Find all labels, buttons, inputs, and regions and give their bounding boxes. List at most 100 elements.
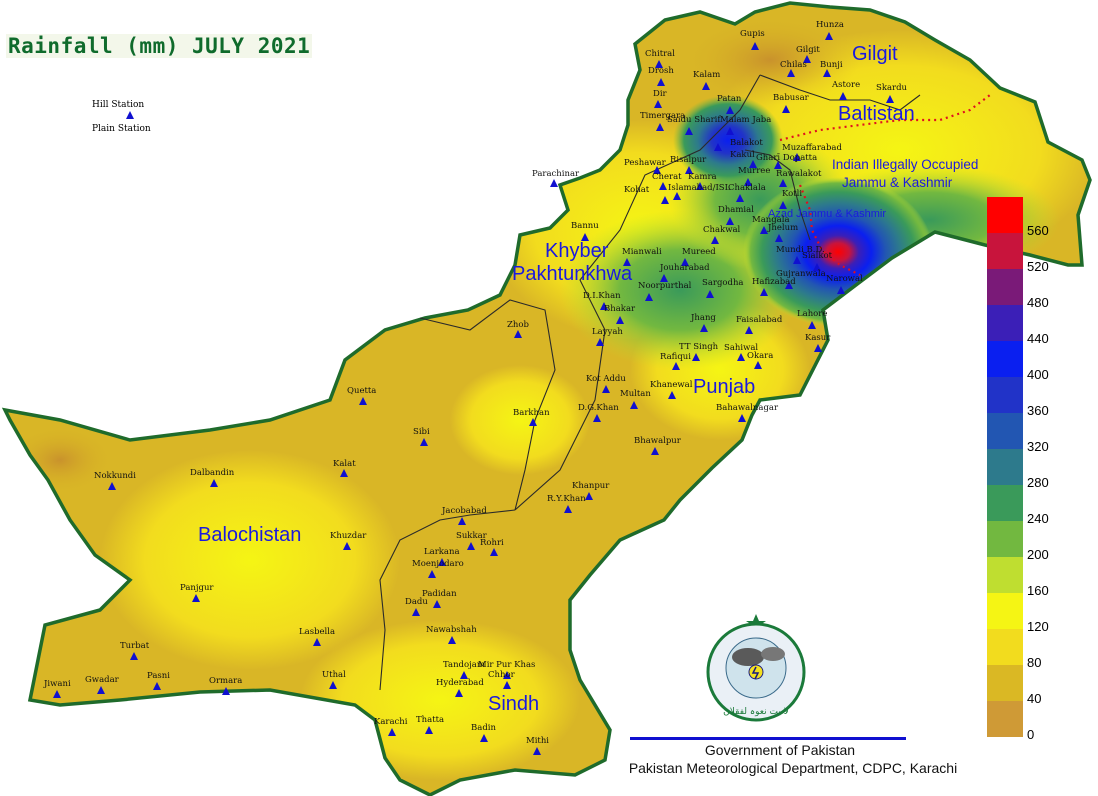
station-marker-icon: [455, 689, 463, 697]
city-label: Rawalakot: [776, 169, 822, 179]
scale-label: 280: [1027, 475, 1049, 490]
city-label: Khanpur: [572, 481, 610, 491]
station-marker-icon: [837, 286, 845, 294]
city-label: Multan: [620, 389, 651, 399]
city-label: Parachinar: [532, 169, 580, 179]
city-label: Kamra: [688, 172, 717, 182]
city-label: Dadu: [405, 597, 428, 607]
station-marker-icon: [420, 438, 428, 446]
scale-label: 520: [1027, 259, 1049, 274]
station-marker-icon: [564, 505, 572, 513]
city-label: Lasbella: [299, 627, 335, 637]
city-label: Mureed: [682, 247, 716, 257]
city-label: Malam Jaba: [720, 115, 771, 125]
city-label: Jacobabad: [441, 506, 487, 516]
station-marker-icon: [425, 726, 433, 734]
province-boundaries: [379, 74, 921, 691]
city-label: Nokkundi: [94, 471, 136, 481]
city-label: Dir: [653, 89, 668, 99]
station-marker-icon: [340, 469, 348, 477]
scale-label: 360: [1027, 403, 1049, 418]
station-marker-icon: [808, 321, 816, 329]
station-marker-icon: [412, 608, 420, 616]
station-marker-icon: [126, 111, 134, 119]
scale-swatch: [987, 305, 1023, 341]
city-label: Astore: [831, 80, 860, 90]
station-marker-icon: [681, 258, 689, 266]
station-marker-icon: [616, 316, 624, 324]
scale-swatch: [987, 413, 1023, 449]
station-marker-icon: [668, 391, 676, 399]
region-label-ajk: Azad Jammu & Kashmir: [768, 208, 886, 220]
city-label: Barkhan: [513, 408, 550, 418]
city-label: Panjgur: [180, 583, 214, 593]
city-label: Hunza: [816, 20, 844, 30]
city-label: Mithi: [526, 736, 549, 746]
station-marker-icon: [886, 95, 894, 103]
station-marker-icon: [460, 671, 468, 679]
station-marker-icon: [813, 263, 821, 271]
city-label: Thatta: [416, 715, 444, 725]
station-marker-icon: [529, 418, 537, 426]
station-marker-icon: [793, 153, 801, 161]
station-marker-icon: [803, 55, 811, 63]
city-label: Jhelum: [767, 223, 798, 233]
city-label: Bhawalpur: [634, 436, 682, 446]
scale-swatch: [987, 593, 1023, 629]
station-marker-icon: [623, 258, 631, 266]
city-label: Sialkot: [802, 251, 833, 261]
city-label: Sahiwal: [724, 343, 758, 353]
city-label: Sukkar: [456, 531, 488, 541]
city-label: Muzaffarabad: [782, 143, 842, 153]
scale-label: 560: [1027, 223, 1049, 238]
city-label: Kotli: [782, 189, 802, 199]
city-label: Gilgit: [796, 45, 820, 55]
station-marker-icon: [787, 69, 795, 77]
scale-label: 80: [1027, 655, 1042, 670]
city-label: Quetta: [347, 386, 376, 396]
station-marker-icon: [359, 397, 367, 405]
station-marker-icon: [702, 82, 710, 90]
station-marker-icon: [744, 178, 752, 186]
station-marker-icon: [153, 682, 161, 690]
scale-swatch: [987, 485, 1023, 521]
station-marker-icon: [448, 636, 456, 644]
city-label: Layyah: [592, 327, 623, 337]
city-label: Karachi: [374, 717, 408, 727]
city-label: Badin: [471, 723, 496, 733]
city-label: Drosh: [648, 66, 674, 76]
station-marker-icon: [726, 217, 734, 225]
scale-label: 200: [1027, 547, 1049, 562]
station-marker-icon: [656, 123, 664, 131]
city-label: Zhob: [507, 320, 529, 330]
scale-swatch: [987, 521, 1023, 557]
city-label: Kohat: [624, 185, 650, 195]
station-marker-icon: [779, 179, 787, 187]
city-label: Saidu Sharif: [667, 115, 721, 125]
station-marker-icon: [630, 401, 638, 409]
station-marker-icon: [774, 161, 782, 169]
city-labels: Hunza Gupis Chitral Gilgit Drosh Chilas Bunji K…: [43, 20, 908, 755]
city-label: Islamabad/ISL: [668, 183, 731, 193]
station-marker-icon: [210, 479, 218, 487]
station-marker-icon: [593, 414, 601, 422]
station-marker-icon: [222, 687, 230, 695]
station-marker-icon: [714, 143, 722, 151]
scale-swatch: [987, 557, 1023, 593]
city-label: Jhang: [690, 313, 716, 323]
scale-label: 480: [1027, 295, 1049, 310]
footer-government: Government of Pakistan: [704, 742, 856, 758]
station-marker-icon: [550, 179, 558, 187]
station-marker-icon: [192, 594, 200, 602]
scale-label: 120: [1027, 619, 1049, 634]
city-label: Skardu: [876, 83, 908, 93]
city-label: Chitral: [645, 49, 675, 59]
station-marker-icon: [467, 542, 475, 550]
station-marker-icon: [696, 182, 704, 190]
station-marker-icon: [480, 734, 488, 742]
line-of-control: [779, 94, 991, 276]
city-label: Khanewal: [650, 380, 693, 390]
city-label: Mundi B.D.: [776, 245, 825, 255]
region-label-iiojk-2: Jammu & Kashmir: [842, 175, 953, 190]
